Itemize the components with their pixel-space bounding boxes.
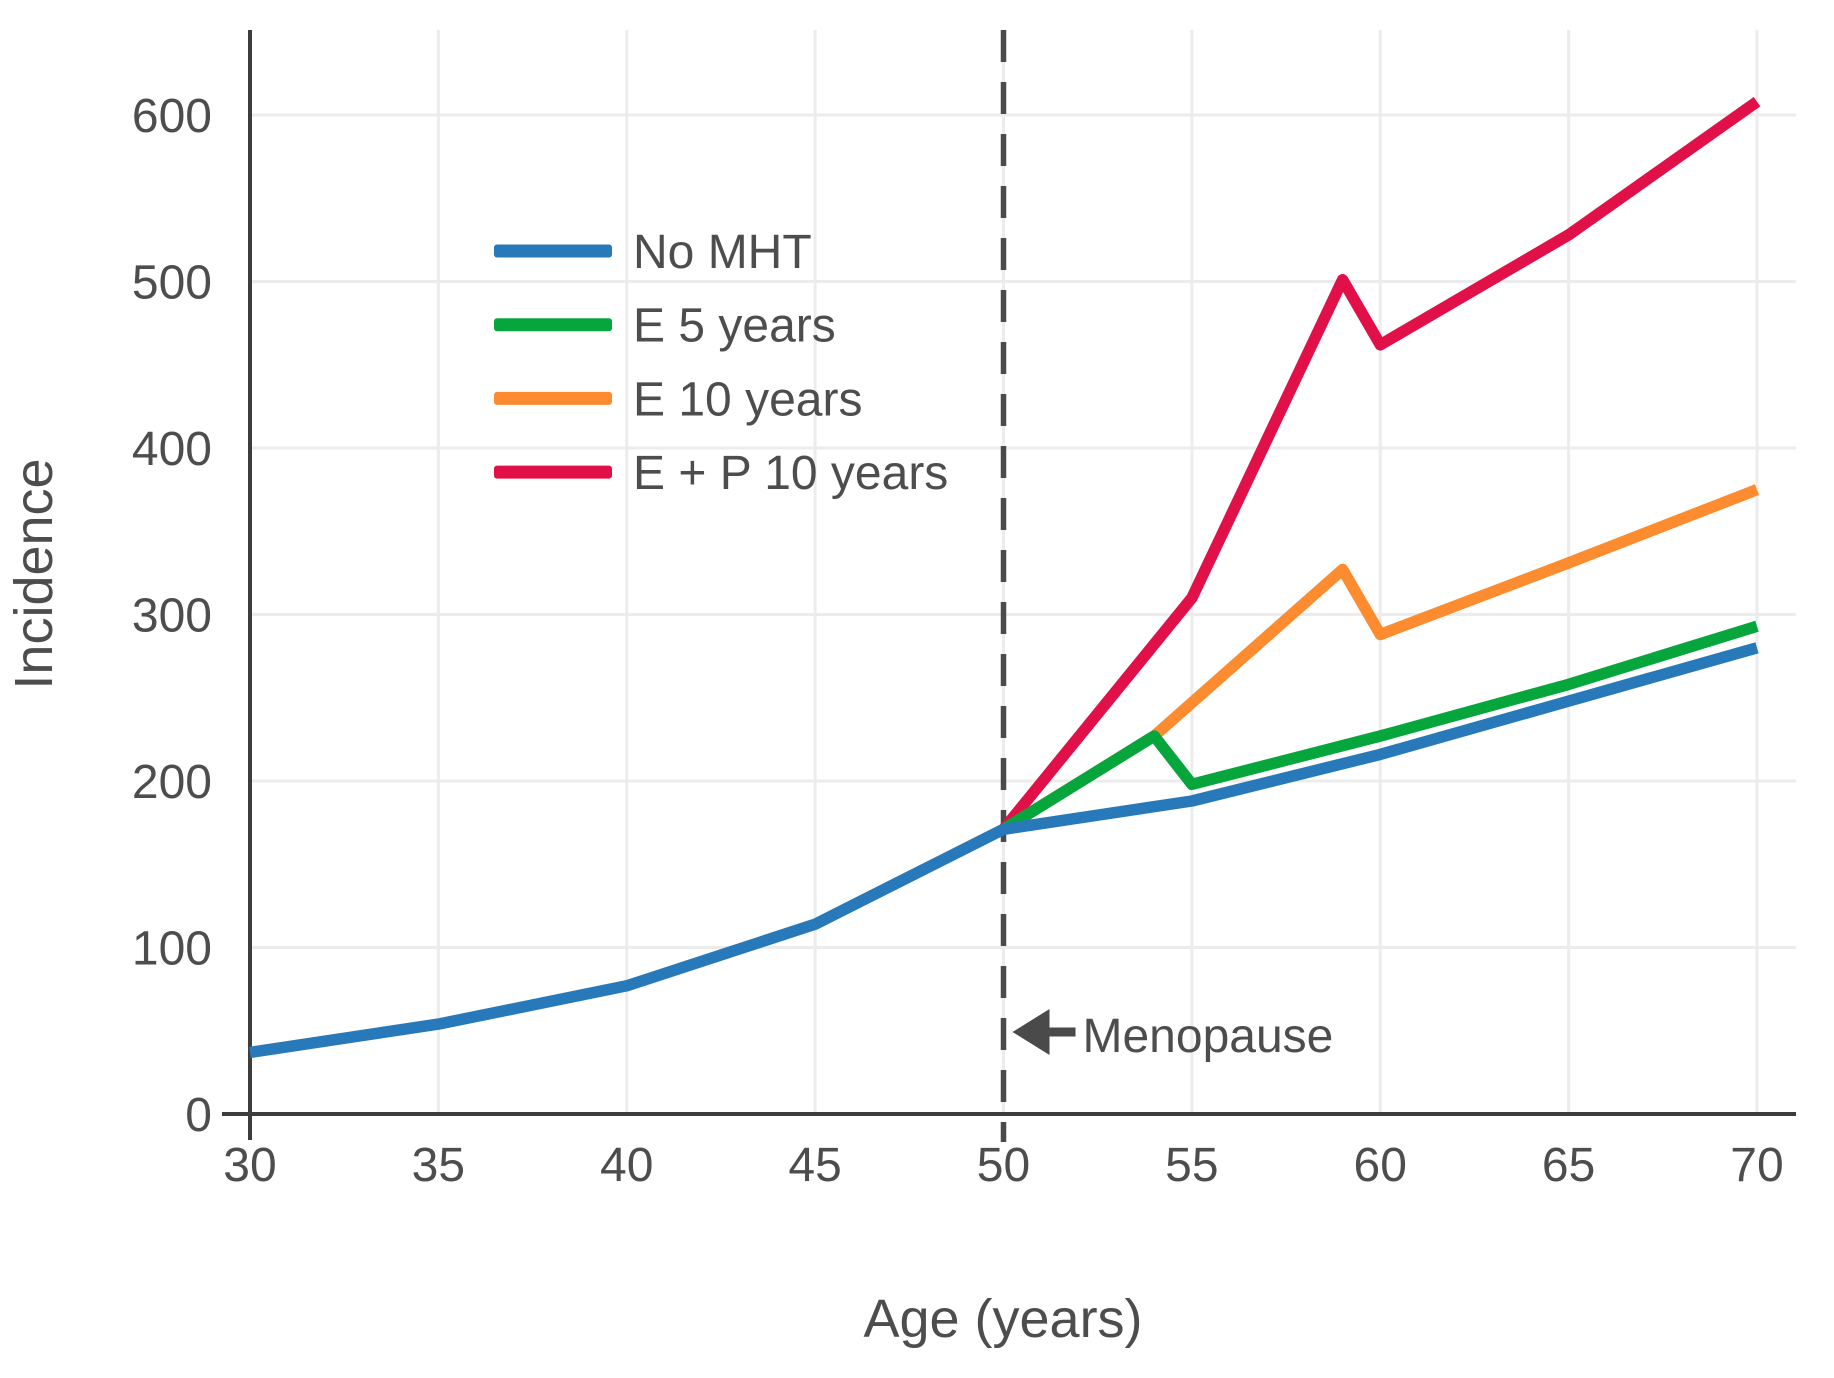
y-tick-labels: 0 100 200 300 400 500 600 — [132, 90, 212, 1142]
x-tick-labels: 30 35 40 45 50 55 60 65 70 — [223, 1139, 1783, 1192]
legend-swatch — [494, 244, 612, 258]
x-tick-label: 40 — [600, 1139, 653, 1192]
legend-swatch — [494, 318, 612, 332]
left-arrow-icon — [1012, 1009, 1050, 1055]
series-line-no-mht — [249, 642, 1759, 1059]
axes — [222, 30, 1796, 1140]
y-tick-label: 600 — [132, 90, 212, 143]
legend: No MHT E 5 years E 10 years E + P 10 years — [494, 226, 948, 500]
legend-item: E + P 10 years — [494, 447, 948, 500]
x-tick-label: 65 — [1542, 1139, 1595, 1192]
legend-label: E 10 years — [633, 373, 862, 426]
y-tick-label: 100 — [132, 923, 212, 976]
x-tick-label: 50 — [977, 1139, 1030, 1192]
series-line-e-5-years — [1000, 620, 1759, 835]
gridlines — [250, 30, 1796, 1114]
x-tick-label: 60 — [1354, 1139, 1407, 1192]
x-tick-label: 35 — [412, 1139, 465, 1192]
y-tick-label: 500 — [132, 257, 212, 310]
x-axis-title: Age (years) — [863, 1289, 1142, 1349]
y-tick-label: 200 — [132, 756, 212, 809]
legend-item: E 10 years — [494, 373, 862, 426]
legend-label: E 5 years — [633, 300, 836, 353]
left-arrow-shaft — [1046, 1027, 1076, 1037]
x-tick-label: 55 — [1165, 1139, 1218, 1192]
y-tick-label: 0 — [185, 1089, 212, 1142]
series-lines — [249, 97, 1761, 1059]
legend-item: E 5 years — [494, 300, 836, 353]
series-line-e-p-10-years — [999, 97, 1761, 833]
x-tick-label: 45 — [788, 1139, 841, 1192]
y-tick-label: 300 — [132, 590, 212, 643]
y-axis-title: Incidence — [4, 458, 64, 689]
legend-swatch — [494, 391, 612, 405]
x-tick-label: 70 — [1730, 1139, 1783, 1192]
legend-label: No MHT — [633, 226, 812, 279]
x-tick-label: 30 — [223, 1139, 276, 1192]
legend-item: No MHT — [494, 226, 812, 279]
legend-label: E + P 10 years — [633, 447, 948, 500]
legend-swatch — [494, 465, 612, 479]
menopause-annotation: Menopause — [1012, 1009, 1334, 1063]
y-tick-label: 400 — [132, 423, 212, 476]
annotation-label: Menopause — [1083, 1010, 1334, 1063]
